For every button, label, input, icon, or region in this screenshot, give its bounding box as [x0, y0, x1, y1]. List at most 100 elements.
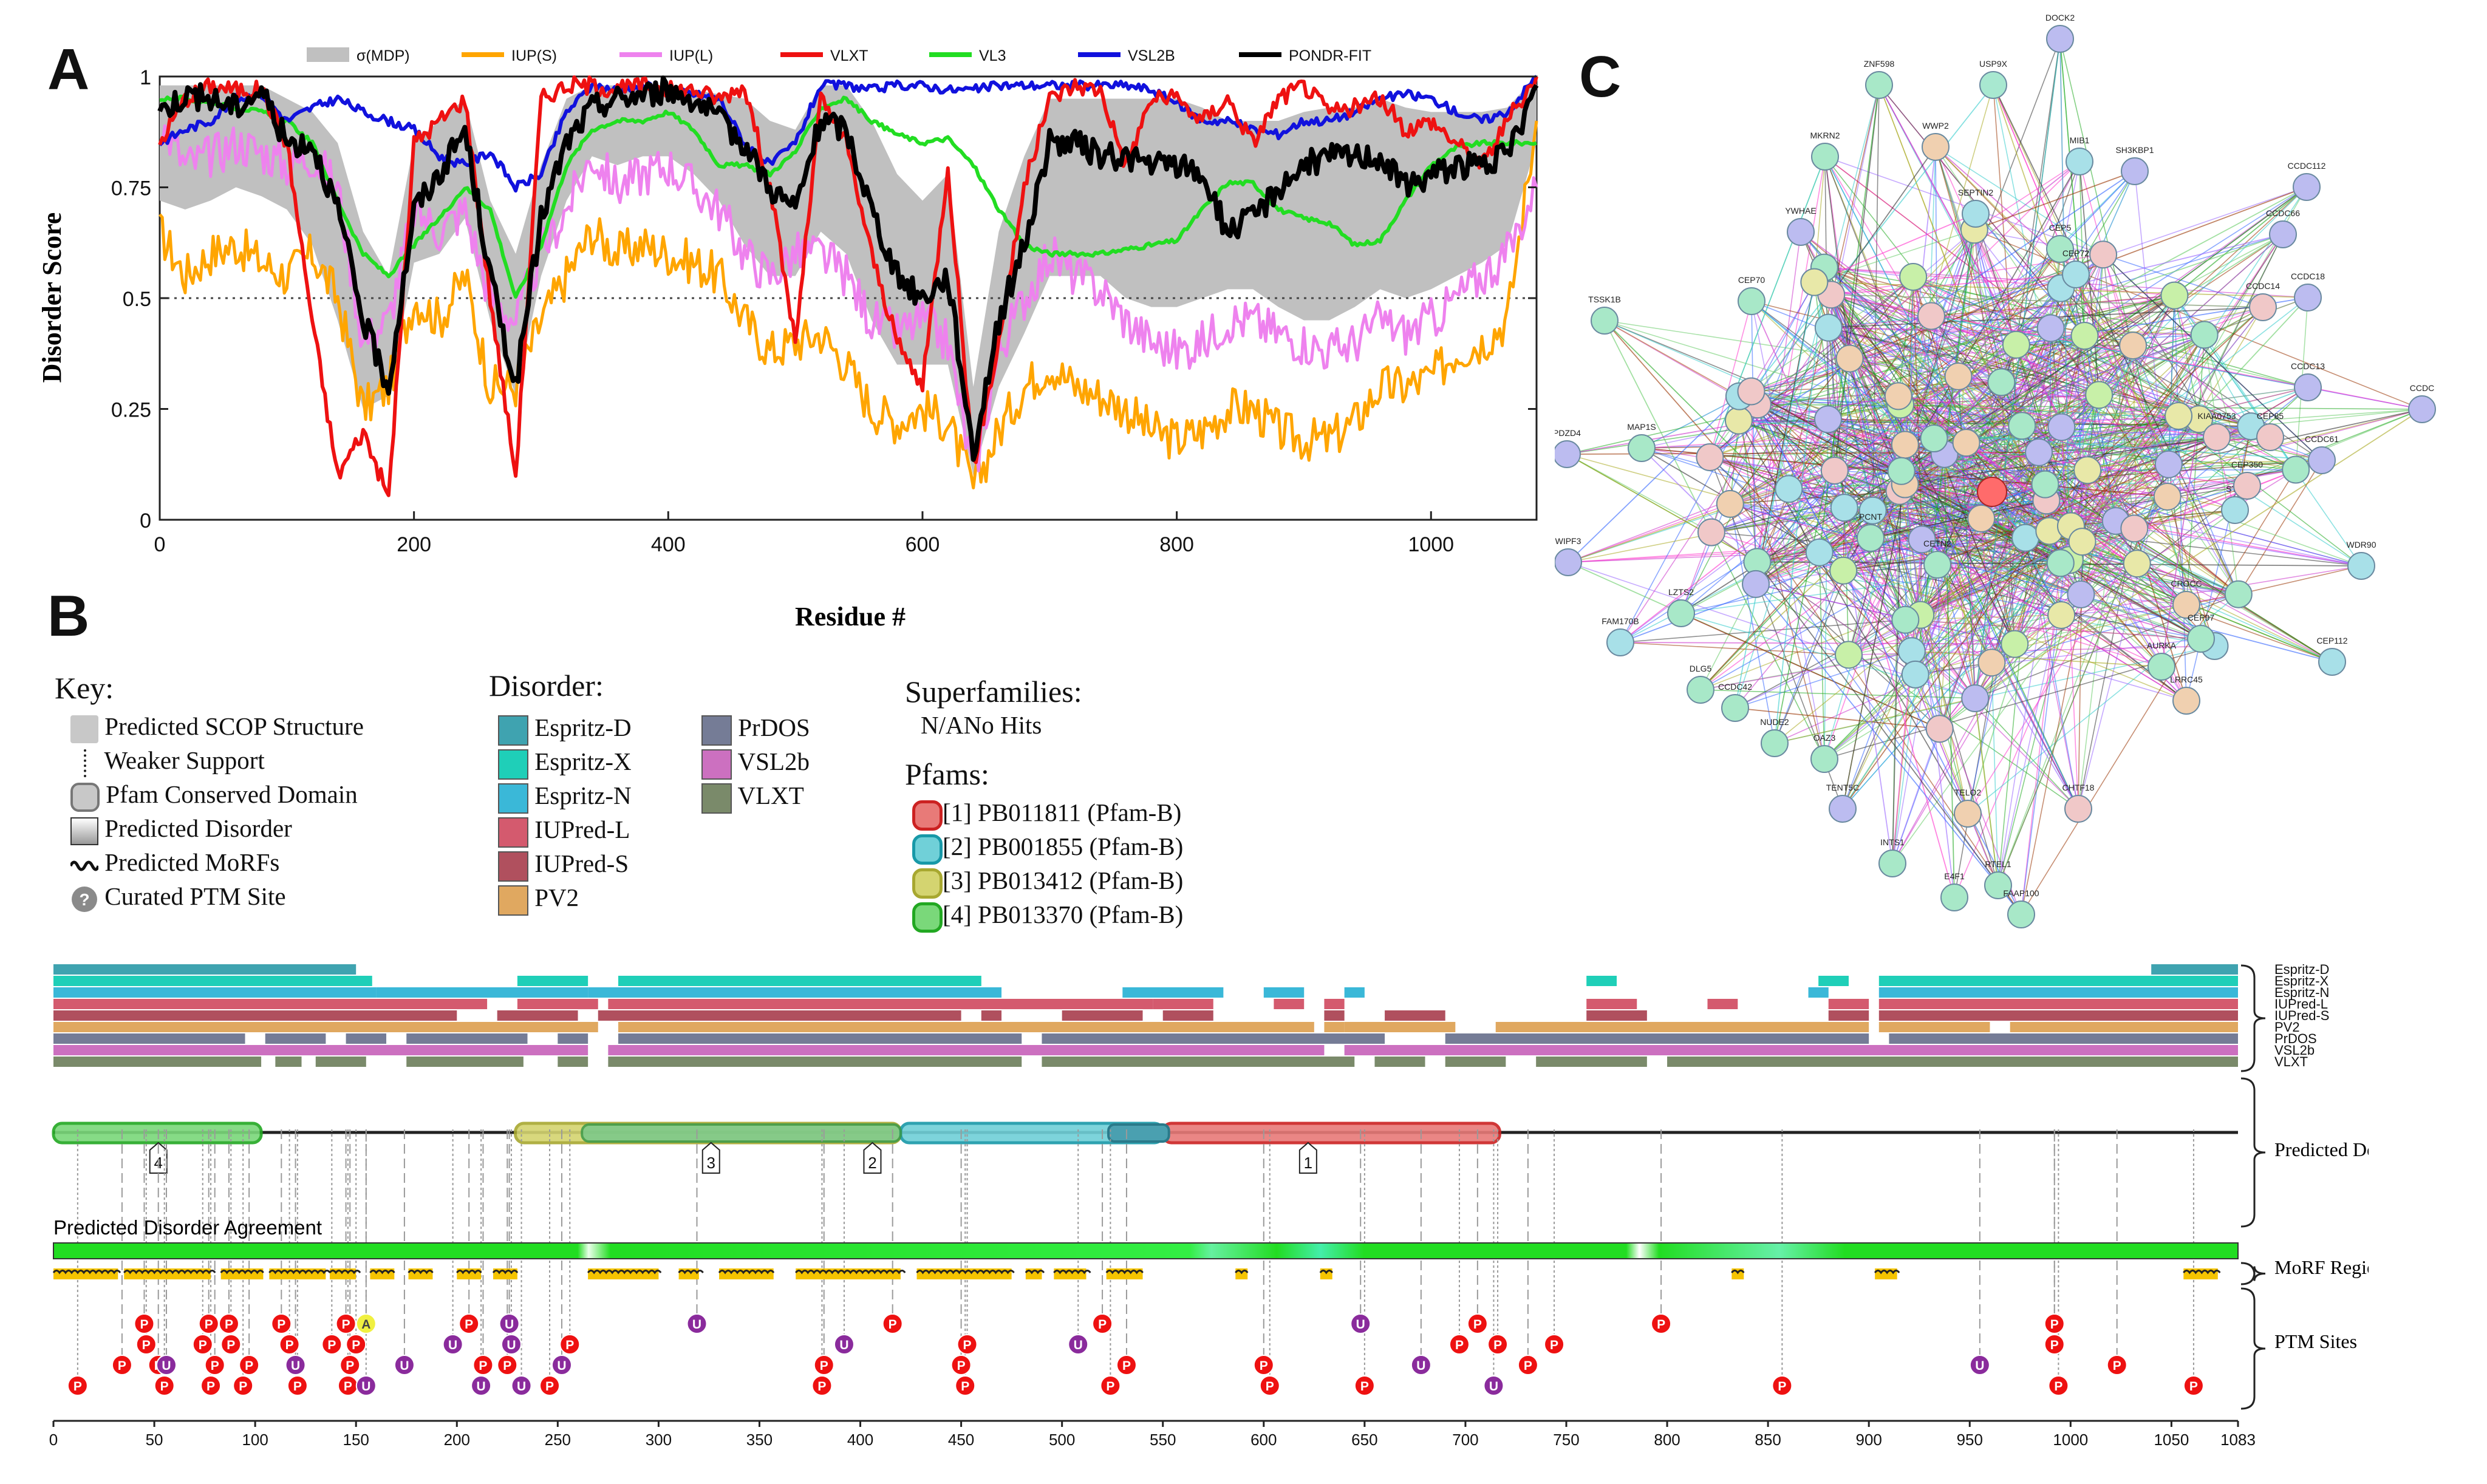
ptm-site-marker: [154, 1375, 175, 1396]
network-edge: [1993, 84, 2239, 595]
morf-wave: [1053, 1270, 1091, 1275]
ptm-site-type: U: [361, 1380, 370, 1394]
network-edge: [2132, 345, 2308, 388]
network-edge: [1844, 274, 2076, 508]
ptm-site-type: U: [448, 1338, 457, 1352]
disorder-segment-iupreds: [1385, 1010, 1445, 1021]
network-edge: [1774, 415, 2179, 744]
network-edge: [2044, 483, 2187, 605]
ptm-site-type: P: [2050, 1338, 2059, 1352]
legend-label: PONDR-FIT: [1289, 47, 1371, 64]
weaker-swatch: [70, 749, 98, 777]
network-core-node: [2073, 456, 2102, 485]
network-edge: [2174, 186, 2307, 296]
network-edge: [1934, 438, 2296, 471]
network-node: [1962, 200, 1990, 228]
key-weaker: Weaker Support: [70, 746, 265, 777]
ptm-site-type: P: [889, 1318, 897, 1332]
network-node: [1878, 849, 1906, 877]
network-edge: [1566, 335, 2085, 455]
disorder-legend-label: IUPred-S: [528, 849, 629, 877]
network-core-node: [2085, 381, 2113, 409]
network-edge: [1937, 564, 1993, 663]
network-node: [1738, 287, 1765, 315]
network-edge: [1774, 267, 1825, 744]
axis-tick-label: 150: [343, 1431, 369, 1449]
network-node-label: WIPF3: [1555, 536, 1581, 546]
string-network: DOCK2 ZNF598 USP9X MKRN2 WWP2 MIB1 SH3KBP1 CCDC…: [1555, 13, 2436, 928]
disorder-segment-espritzn: [1263, 987, 1305, 998]
pfam-legend-item: [1] PB011811 (Pfam-B): [912, 798, 1181, 831]
morf-wave: [795, 1270, 906, 1275]
network-edge: [1828, 327, 2217, 438]
disorder-segment-vlxt: [406, 1057, 524, 1067]
network-edge: [1892, 528, 2135, 864]
disorder-segment-iupreds: [981, 1010, 1002, 1021]
axis-tick-label: 50: [146, 1431, 163, 1449]
network-edge: [1939, 509, 2236, 730]
disorder-segment-prdos: [1889, 1033, 2238, 1044]
network-core-node: [1977, 648, 2006, 677]
network-edge: [1997, 528, 2135, 886]
track-label: Espritz-X: [2274, 973, 2329, 989]
ptm-site-marker: [551, 1355, 572, 1375]
axis-tick-label: 300: [646, 1431, 672, 1449]
disorder-legend-label: PrDOS: [732, 713, 810, 741]
ptm-site-marker: [686, 1313, 708, 1334]
network-edge: [1824, 267, 2175, 296]
axis-tick-label: 100: [242, 1431, 268, 1449]
section-brace: [2240, 1262, 2266, 1285]
network-node: [2046, 235, 2074, 263]
domain-number: 3: [707, 1154, 715, 1172]
disorder-segment-vsl2b: [1344, 1045, 2238, 1055]
network-edge: [1750, 391, 1849, 655]
network-node-label: DLG5: [1690, 664, 1712, 673]
disorder-segment-pv2: [1324, 1022, 1345, 1032]
network-edge: [1738, 234, 2284, 421]
network-edge: [1842, 484, 1906, 809]
legend-label: σ(MDP): [357, 47, 410, 64]
network-node-label: CCDC42: [1718, 682, 1752, 692]
network-edge: [1991, 662, 1999, 886]
ptm-site-type: U: [507, 1338, 516, 1352]
ptm-site-marker: [233, 1375, 254, 1396]
ptm-site-type: U: [1074, 1338, 1083, 1352]
ptm-site-type: U: [692, 1318, 701, 1332]
agreement-label: Predicted Disorder Agreement: [53, 1216, 322, 1239]
axis-tick-label: 600: [1250, 1431, 1277, 1449]
ptm-site-type: P: [963, 1338, 972, 1352]
network-node-label: MAP1S: [1627, 422, 1656, 432]
disorder-segment-iupredl: [1707, 999, 1738, 1009]
ptm-site-type: P: [227, 1338, 235, 1352]
disorder-segment-vsl2b: [53, 1045, 588, 1055]
disorder-segment-vlxt: [275, 1057, 302, 1067]
ptm-site-type: U: [1416, 1359, 1425, 1373]
domain-number-marker: [701, 1142, 720, 1174]
ptm-site-marker: [198, 1313, 219, 1334]
ptm-site-type: U: [517, 1380, 526, 1394]
disorder-segment-iupreds: [1586, 1010, 1647, 1021]
network-edge: [1892, 539, 1923, 864]
pfam-swatch: [912, 800, 943, 831]
disorder-swatch: [498, 885, 528, 916]
pfam-domain-1: [1161, 1122, 1501, 1145]
ptm-site-marker: [134, 1313, 155, 1334]
ptm-site-type: P: [211, 1359, 219, 1373]
network-node: [1721, 694, 1749, 722]
network-edge: [1730, 460, 2322, 505]
network-core-node: [1891, 605, 1920, 634]
network-edge: [1750, 391, 1820, 553]
network-edge: [1620, 344, 2017, 643]
ptm-site-type: P: [1778, 1380, 1786, 1394]
ptm-site-marker: [2048, 1375, 2069, 1396]
morf-wave: [678, 1270, 704, 1275]
track-label: Espritz-D: [2274, 962, 2329, 977]
network-core-node: [1901, 660, 1929, 689]
network-core-node: [2123, 550, 2151, 578]
network-core-node: [1716, 489, 1744, 518]
network-edge: [1937, 426, 2251, 565]
network-edge: [1905, 619, 2202, 639]
network-node: [2293, 173, 2321, 201]
network-edge: [2021, 469, 2296, 915]
network-edge: [2001, 186, 2307, 383]
